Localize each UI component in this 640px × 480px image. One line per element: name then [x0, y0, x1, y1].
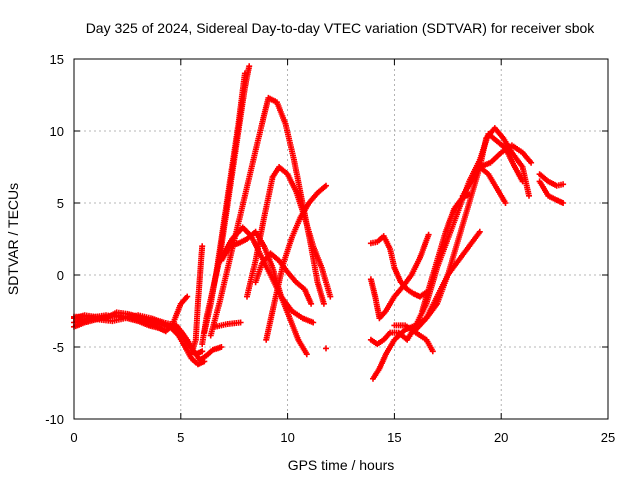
y-axis-label: SDTVAR / TECUs [5, 183, 21, 295]
series-arc-20 [391, 322, 436, 355]
series-markers [370, 125, 532, 382]
y-tick-label: 10 [50, 124, 64, 139]
series-arc-13 [252, 250, 315, 307]
plot-frame [73, 58, 609, 420]
series-arc-10 [218, 224, 317, 326]
series-arc-24 [476, 164, 509, 206]
series-markers [391, 322, 436, 355]
series-arc-26 [536, 178, 567, 206]
series-arc-11 [212, 319, 244, 330]
series-markers [188, 243, 206, 358]
series-markers [412, 228, 483, 333]
y-tick-label: 0 [57, 268, 64, 283]
series-markers [536, 171, 567, 189]
series-markers [212, 319, 244, 330]
x-tick-label: 0 [70, 430, 77, 445]
y-tick-label: -5 [52, 340, 64, 355]
series-arc-7 [201, 70, 248, 336]
series-arc-17 [367, 231, 432, 322]
series-markers [218, 224, 317, 326]
series-arc-22 [412, 228, 483, 333]
x-tick-label: 10 [280, 430, 294, 445]
series-markers [476, 164, 509, 206]
y-tick-label: 5 [57, 196, 64, 211]
series-markers [252, 250, 315, 307]
x-tick-label: 5 [177, 430, 184, 445]
axis-ticks: 0 5 10 15 20 25 -10 -5 0 5 10 15 [45, 52, 615, 445]
series-arc-19 [370, 125, 532, 382]
series-markers [419, 191, 473, 314]
y-tick-label: -10 [45, 412, 64, 427]
series-arc-18 [367, 130, 526, 348]
series-arc-21 [419, 191, 473, 314]
data-marks [71, 63, 567, 382]
series-arc-14 [263, 182, 329, 343]
series-arc-25 [536, 171, 567, 189]
series-arc-15 [323, 345, 329, 352]
series-markers [323, 345, 329, 352]
series-markers [367, 231, 432, 322]
grid [74, 59, 608, 419]
series-arc-5 [188, 243, 206, 358]
series-markers [536, 178, 567, 206]
x-tick-label: 15 [387, 430, 401, 445]
x-tick-label: 20 [494, 430, 508, 445]
series-markers [201, 70, 248, 336]
y-tick-label: 15 [50, 52, 64, 67]
series-markers [367, 130, 526, 348]
series-markers [263, 182, 329, 343]
x-axis-label: GPS time / hours [288, 457, 395, 473]
x-tick-label: 25 [601, 430, 615, 445]
chart-title: Day 325 of 2024, Sidereal Day-to-day VTE… [86, 20, 596, 36]
